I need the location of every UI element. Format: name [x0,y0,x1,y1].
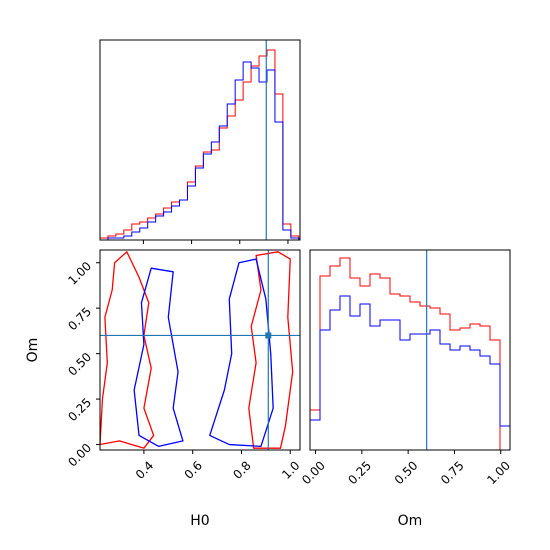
om-ytick-label: 0.50 [65,350,94,379]
om-ytick-label: 0.00 [65,441,94,470]
om-tick-label: 0.00 [299,458,328,487]
om-tick-label: 0.25 [345,458,374,487]
xlabel-om: Om [398,513,423,529]
om-ytick-label: 1.00 [65,259,94,288]
om-hist-blue [309,295,511,450]
h0-tick-label: 0.4 [133,458,156,481]
h0-tick-label: 0.6 [182,458,205,481]
h0-tick-label: 0.8 [230,458,253,481]
om-ytick-label: 0.75 [65,304,94,333]
contour-blue-2 [209,258,274,448]
h0-hist-blue [100,61,300,241]
om-tick-label: 0.50 [392,458,421,487]
h0-hist-frame [99,39,301,241]
om-hist-red [309,257,510,451]
om-tick-label: 1.00 [484,458,513,487]
contour-truth-marker [265,332,272,339]
contour-red-2 [248,251,294,449]
om-ytick-label: 0.25 [65,395,94,424]
contour-blue-1 [133,267,184,448]
contour-frame [99,249,301,451]
h0-hist-red [99,49,300,240]
om-tick-label: 0.75 [438,458,467,487]
ylabel-om: Om [25,338,41,363]
xlabel-h0: H0 [190,513,209,529]
om-hist-frame [309,249,511,451]
contour-red-1 [99,251,155,449]
